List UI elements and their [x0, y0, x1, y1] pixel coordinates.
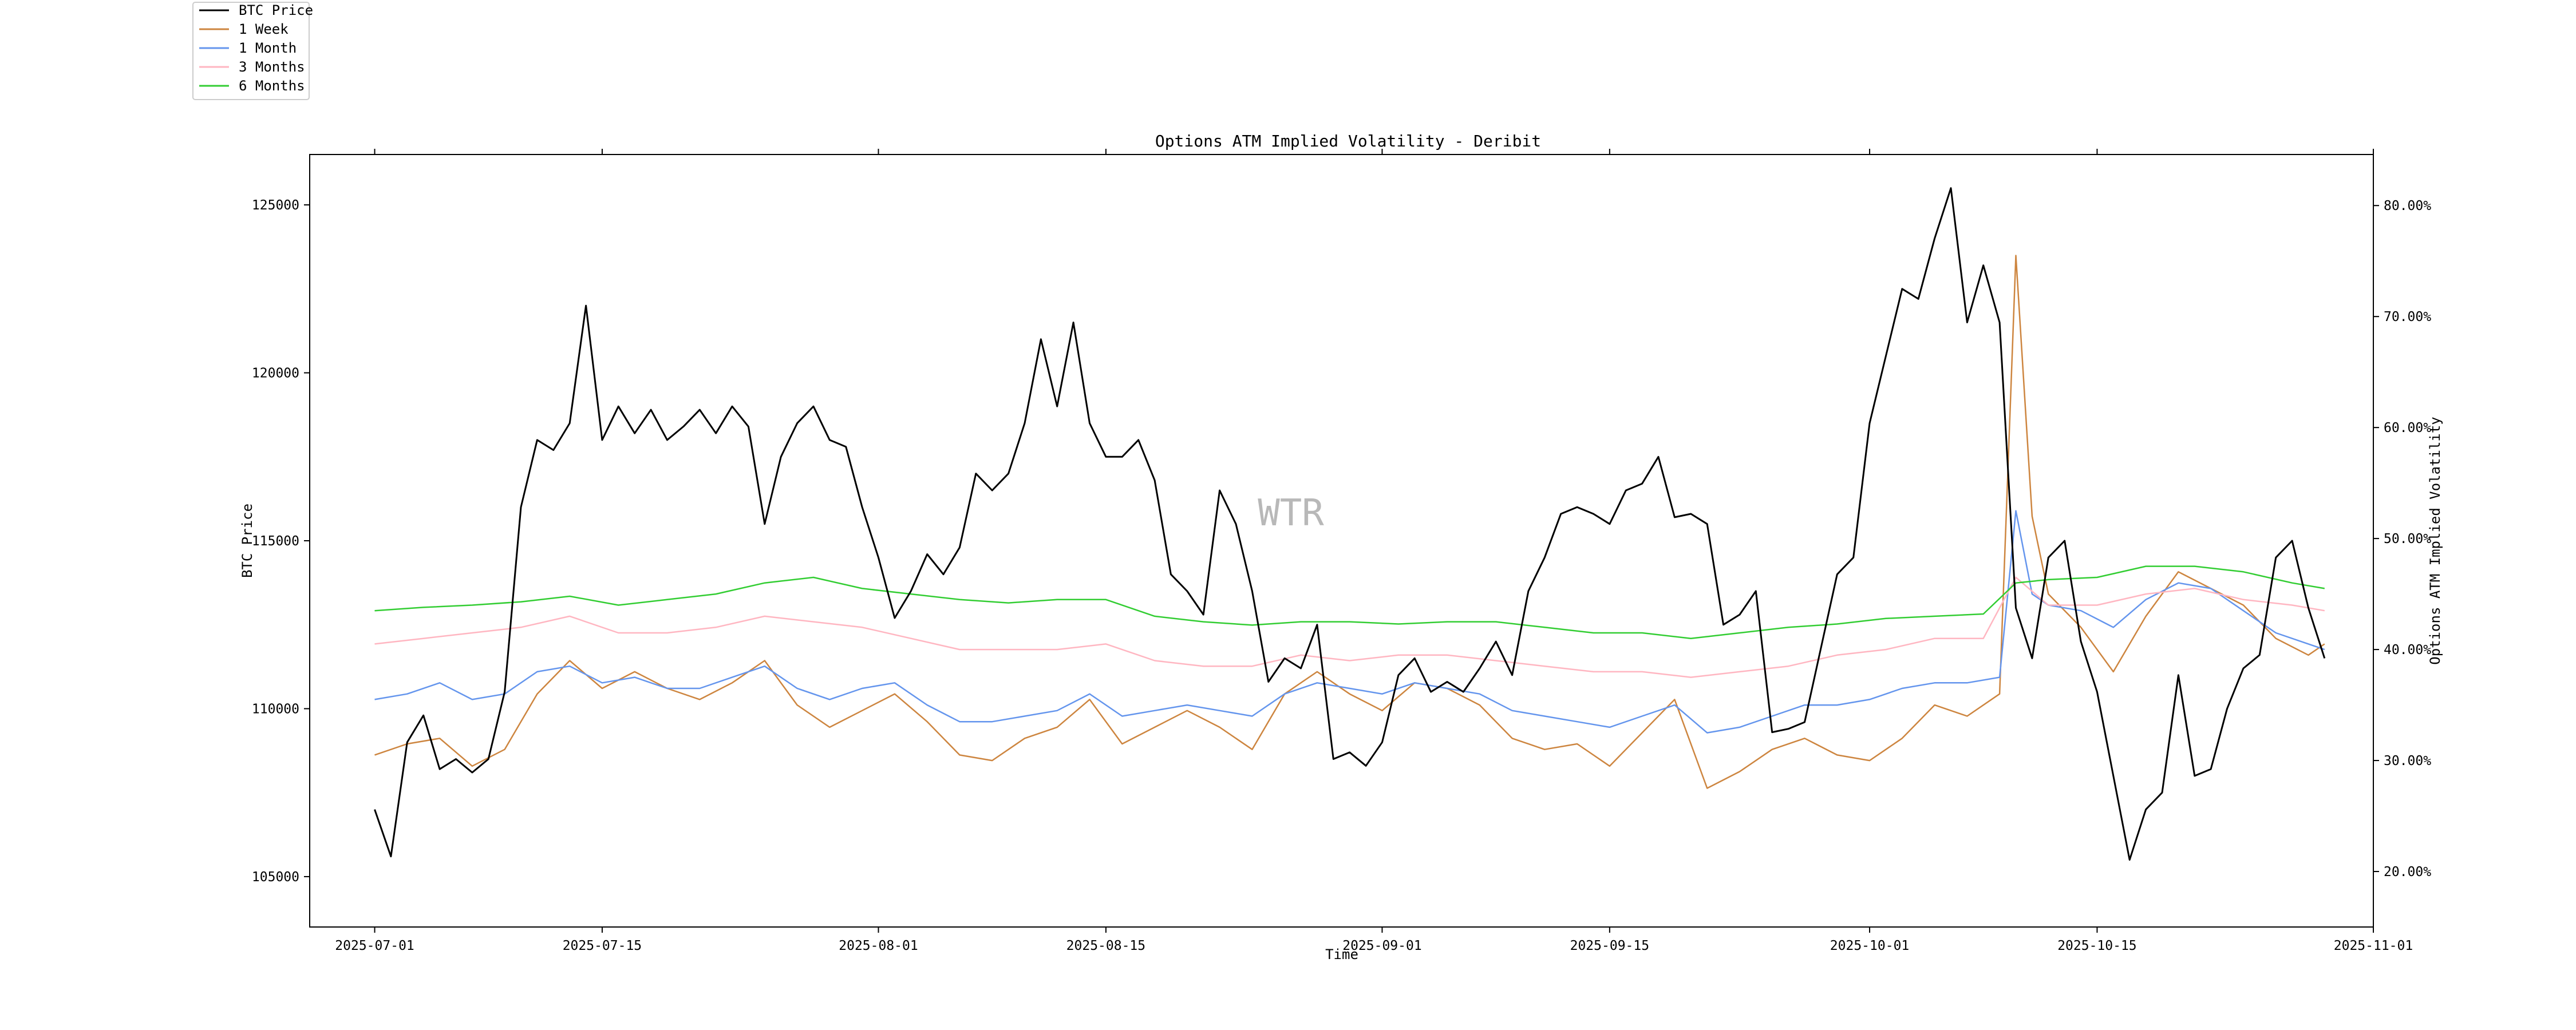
y-right-tick-label: 50.00%: [2384, 532, 2431, 546]
y-left-axis-label: BTC Price: [239, 504, 255, 578]
y-right-tick-label: 20.00%: [2384, 865, 2431, 880]
y-right-tick-label: 30.00%: [2384, 754, 2431, 768]
series-line-6-months: [374, 565, 2325, 639]
y-right-tick-label: 40.00%: [2384, 643, 2431, 657]
y-left-tick-label: 125000: [252, 198, 299, 213]
series-line-btc-price: [374, 187, 2326, 861]
x-tick-label: 2025-10-15: [2057, 938, 2136, 953]
x-tick-label: 2025-10-01: [1830, 938, 1909, 953]
y-right-tick-label: 70.00%: [2384, 310, 2431, 324]
legend-label-6-months: 6 Months: [239, 78, 305, 94]
y-left-tick-label: 105000: [252, 870, 299, 885]
series-layer: [374, 187, 2326, 861]
x-tick-label: 2025-07-01: [335, 938, 414, 953]
x-axis-label: Time: [1325, 946, 1358, 962]
series-line-1-month: [374, 510, 2325, 734]
legend-label-btc-price: BTC Price: [239, 2, 313, 18]
y-left-tick-label: 115000: [252, 534, 299, 549]
x-tick-label: 2025-08-01: [839, 938, 918, 953]
y-left-axis: 105000 110000 115000 120000 125000: [252, 198, 310, 885]
legend-label-3-months: 3 Months: [239, 59, 305, 75]
x-axis: 2025-07-01 2025-07-15 2025-08-01 2025-08-15…: [335, 149, 2413, 953]
legend-label-1-month: 1 Month: [239, 40, 297, 56]
watermark: WTR: [1258, 492, 1324, 534]
y-right-tick-label: 60.00%: [2384, 421, 2431, 435]
series-line-1-week: [374, 255, 2325, 789]
y-left-tick-label: 110000: [252, 702, 299, 716]
y-right-axis: 20.00% 30.00% 40.00% 50.00% 60.00% 70.00% 80.0…: [2373, 199, 2431, 880]
x-tick-label: 2025-09-01: [1342, 938, 1421, 953]
x-tick-label: 2025-08-15: [1066, 938, 1145, 953]
legend: BTC Price 1 Week 1 Month 3 Months 6 Months: [192, 2, 313, 100]
legend-label-1-week: 1 Week: [239, 21, 289, 37]
y-right-tick-label: 80.00%: [2384, 199, 2431, 213]
x-tick-label: 2025-07-15: [563, 938, 642, 953]
y-right-axis-label: Options ATM Implied Volatility: [2427, 417, 2443, 664]
x-tick-label: 2025-11-01: [2334, 938, 2413, 953]
x-tick-label: 2025-09-15: [1570, 938, 1649, 953]
chart-title: Options ATM Implied Volatility - Deribit: [1155, 132, 1541, 150]
y-left-tick-label: 120000: [252, 366, 299, 381]
legend-frame: [192, 2, 310, 100]
